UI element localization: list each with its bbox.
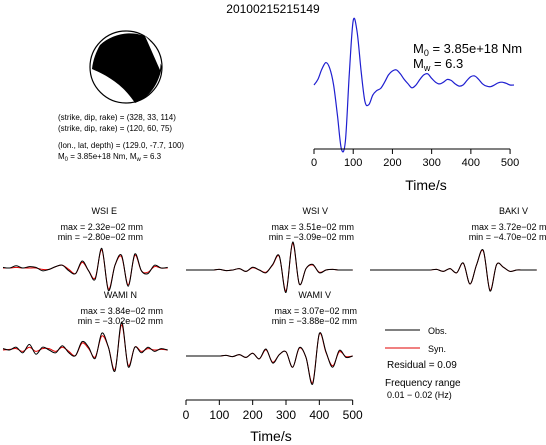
bottom-tick-label: 0 bbox=[183, 408, 190, 422]
beachball-dilatational-wedge bbox=[145, 36, 161, 70]
max-amplitude-label: max = 3.51e−02 mm bbox=[271, 222, 354, 232]
beachball bbox=[89, 30, 163, 104]
max-amplitude-label: max = 3.84e−02 mm bbox=[80, 306, 163, 316]
nodal-plane-2-text: (strike, dip, rake) = (120, 60, 75) bbox=[58, 124, 172, 133]
hypocenter-text: (lon., lat, depth) = (129.0, -7.7, 100) bbox=[58, 141, 184, 150]
legend-frequency-range: 0.01 − 0.02 (Hz) bbox=[387, 390, 452, 400]
bottom-tick-label: 500 bbox=[343, 408, 363, 422]
observed-trace bbox=[186, 332, 353, 385]
stf-x-axis: 0 100 200 300 400 500 bbox=[311, 148, 519, 169]
bottom-tick-label: 200 bbox=[243, 408, 263, 422]
moment-magnitude-text: M0 = 3.85e+18 Nm, Mw = 6.3 bbox=[58, 152, 162, 163]
station-label: WAMI N bbox=[104, 290, 137, 300]
legend: Obs. Syn. Residual = 0.09 Frequency rang… bbox=[385, 326, 461, 400]
stf-mw-annotation: Mw = 6.3 bbox=[413, 56, 463, 73]
waveform-xlabel: Time/s bbox=[250, 428, 291, 444]
observed-trace bbox=[2, 247, 168, 291]
beachball-compressional-quadrant bbox=[92, 33, 162, 103]
min-amplitude-label: min = −2.80e−02 mm bbox=[58, 232, 143, 242]
min-amplitude-label: min = −4.70e−02 mm bbox=[469, 232, 546, 242]
stf-tick-label: 100 bbox=[344, 157, 362, 169]
synthetic-trace bbox=[2, 324, 168, 371]
stf-xlabel: Time/s bbox=[405, 177, 446, 193]
bottom-tick-label: 100 bbox=[209, 408, 229, 422]
min-amplitude-label: min = −3.88e−02 mm bbox=[272, 316, 357, 326]
max-amplitude-label: max = 3.72e−02 mm bbox=[471, 222, 546, 232]
mechanism-text-block: (strike, dip, rake) = (328, 33, 114) (st… bbox=[58, 113, 184, 163]
stf-tick-label: 0 bbox=[311, 157, 317, 169]
stf-tick-label: 400 bbox=[462, 157, 480, 169]
waveform-x-axis: 0 100 200 300 400 500 bbox=[183, 399, 363, 422]
station-label: WAMI V bbox=[298, 290, 331, 300]
min-amplitude-label: min = −3.02e−02 mm bbox=[78, 316, 163, 326]
observed-trace bbox=[370, 249, 537, 292]
station-label: BAKI V bbox=[499, 206, 528, 216]
nodal-plane-1-text: (strike, dip, rake) = (328, 33, 114) bbox=[58, 113, 176, 122]
stf-tick-label: 200 bbox=[383, 157, 401, 169]
bottom-tick-label: 300 bbox=[276, 408, 296, 422]
station-label: WSI V bbox=[302, 206, 328, 216]
bottom-tick-label: 400 bbox=[309, 408, 329, 422]
synthetic-trace bbox=[186, 242, 353, 292]
legend-obs-label: Obs. bbox=[428, 326, 447, 336]
stf-tick-label: 500 bbox=[501, 157, 519, 169]
stf-tick-label: 300 bbox=[422, 157, 440, 169]
synthetic-trace bbox=[2, 249, 168, 290]
stf-m0-annotation: M0 = 3.85e+18 Nm bbox=[413, 41, 522, 58]
station-label: WSI E bbox=[91, 206, 117, 216]
max-amplitude-label: max = 3.07e−02 mm bbox=[274, 306, 357, 316]
legend-residual: Residual = 0.09 bbox=[387, 360, 457, 371]
observed-trace bbox=[2, 321, 168, 372]
legend-syn-label: Syn. bbox=[428, 344, 446, 354]
observed-trace bbox=[186, 241, 353, 293]
legend-frequency-title: Frequency range bbox=[385, 378, 461, 389]
figure-title: 20100215215149 bbox=[226, 2, 320, 16]
stf-curve bbox=[313, 17, 515, 153]
source-time-function-panel: 0 100 200 300 400 500 Time/s M0 = 3.85e+18 Nm… bbox=[311, 17, 522, 193]
min-amplitude-label: min = −3.09e−02 mm bbox=[269, 232, 354, 242]
max-amplitude-label: max = 2.32e−02 mm bbox=[60, 222, 143, 232]
stf-curve-group bbox=[313, 17, 515, 153]
